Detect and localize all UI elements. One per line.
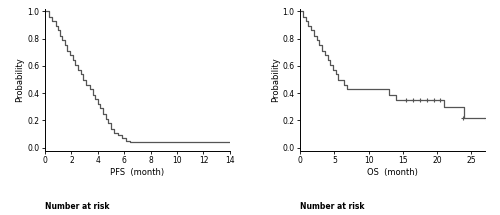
X-axis label: OS  (month): OS (month) [367, 168, 418, 177]
Y-axis label: Probability: Probability [16, 57, 24, 102]
Text: Number at risk: Number at risk [45, 202, 110, 210]
Y-axis label: Probability: Probability [270, 57, 280, 102]
Text: Number at risk: Number at risk [300, 202, 364, 210]
X-axis label: PFS  (month): PFS (month) [110, 168, 164, 177]
